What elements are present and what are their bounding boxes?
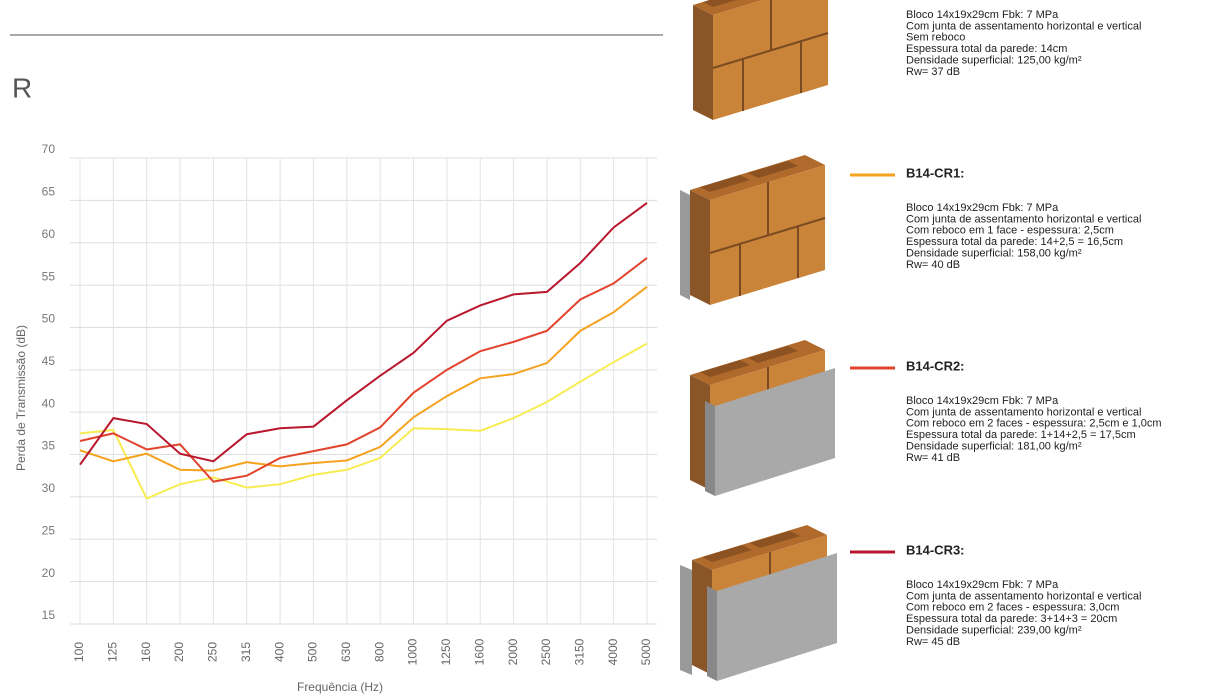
x-tick-label: 1000 [406,638,420,665]
legend-description: Bloco 14x19x29cm Fbk: 7 MPa [906,395,1059,407]
x-tick-label: 3150 [572,638,586,665]
legend-description: Com reboco em 1 face - espessura: 2,5cm [906,225,1114,237]
legend-label: B14-CR2: [906,358,965,373]
legend-description: Rw= 37 dB [906,66,960,78]
x-tick-label: 2000 [506,638,520,665]
block-image [680,154,826,306]
legend-description: Densidade superficial: 239,00 kg/m² [906,625,1082,637]
legend-description: Bloco 14x19x29cm Fbk: 7 MPa [906,9,1059,21]
x-tick-label: 500 [306,642,320,662]
series-line [79,257,648,483]
legend-description: Com junta de assentamento horizontal e v… [906,590,1141,602]
x-tick-label: 100 [72,642,86,662]
block-image [689,339,835,496]
block-image [680,524,837,681]
x-tick-label: 315 [239,642,253,662]
series-line [79,285,648,472]
legend-description: Com junta de assentamento horizontal e v… [906,406,1141,418]
x-tick-label: 800 [372,642,386,662]
legend-description: Espessura total da parede: 14cm [906,43,1067,55]
x-axis-label: Frequência (Hz) [297,680,383,694]
y-tick-label: 20 [42,566,56,580]
y-tick-label: 50 [42,312,56,326]
y-tick-label: 60 [42,227,56,241]
y-axis-label: Perda de Transmissão (dB) [14,325,28,471]
legend-description: Densidade superficial: 125,00 kg/m² [906,55,1082,67]
x-tick-label: 160 [139,642,153,662]
x-tick-label: 250 [206,642,220,662]
y-tick-label: 65 [42,185,56,199]
legend-description: Espessura total da parede: 14+2,5 = 16,5… [906,236,1123,248]
x-tick-label: 2500 [539,638,553,665]
y-tick-label: 40 [42,396,56,410]
x-tick-label: 630 [339,642,353,662]
series-line [79,342,648,500]
block-image [692,0,829,121]
legend-description: Com reboco em 2 faces - espessura: 2,5cm… [906,418,1162,430]
legend-description: Espessura total da parede: 3+14+3 = 20cm [906,613,1117,625]
legend-label: B14-CR1: [906,165,965,180]
y-tick-label: 25 [42,523,56,537]
legend-description: Espessura total da parede: 1+14+2,5 = 17… [906,429,1136,441]
legend-description: Com junta de assentamento horizontal e v… [906,213,1141,225]
legend-description: Rw= 41 dB [906,452,960,464]
legend-description: Densidade superficial: 158,00 kg/m² [906,248,1082,260]
x-tick-label: 1600 [472,638,486,665]
x-tick-label: 4000 [606,638,620,665]
legend-description: Densidade superficial: 181,00 kg/m² [906,441,1082,453]
x-tick-label: 125 [106,642,120,662]
legend-description: Rw= 40 dB [906,259,960,271]
y-tick-label: 55 [42,269,56,283]
legend-description: Bloco 14x19x29cm Fbk: 7 MPa [906,202,1059,214]
y-tick-label: 45 [42,354,56,368]
x-tick-label: 1250 [439,638,453,665]
legend-description: Com junta de assentamento horizontal e v… [906,20,1141,32]
x-tick-label: 400 [272,642,286,662]
chart-title: R [12,72,32,103]
legend-description: Com reboco em 2 faces - espessura: 3,0cm [906,602,1119,614]
legend-description: Sem reboco [906,32,965,44]
legend-label: B14-CR3: [906,542,965,557]
legend-description: Rw= 45 dB [906,636,960,648]
legend-description: Bloco 14x19x29cm Fbk: 7 MPa [906,579,1059,591]
x-tick-label: 5000 [639,638,653,665]
x-tick-label: 200 [172,642,186,662]
y-tick-label: 15 [42,608,56,622]
y-tick-label: 35 [42,439,56,453]
series-line [79,202,648,466]
y-tick-label: 30 [42,481,56,495]
y-tick-label: 70 [42,142,56,156]
